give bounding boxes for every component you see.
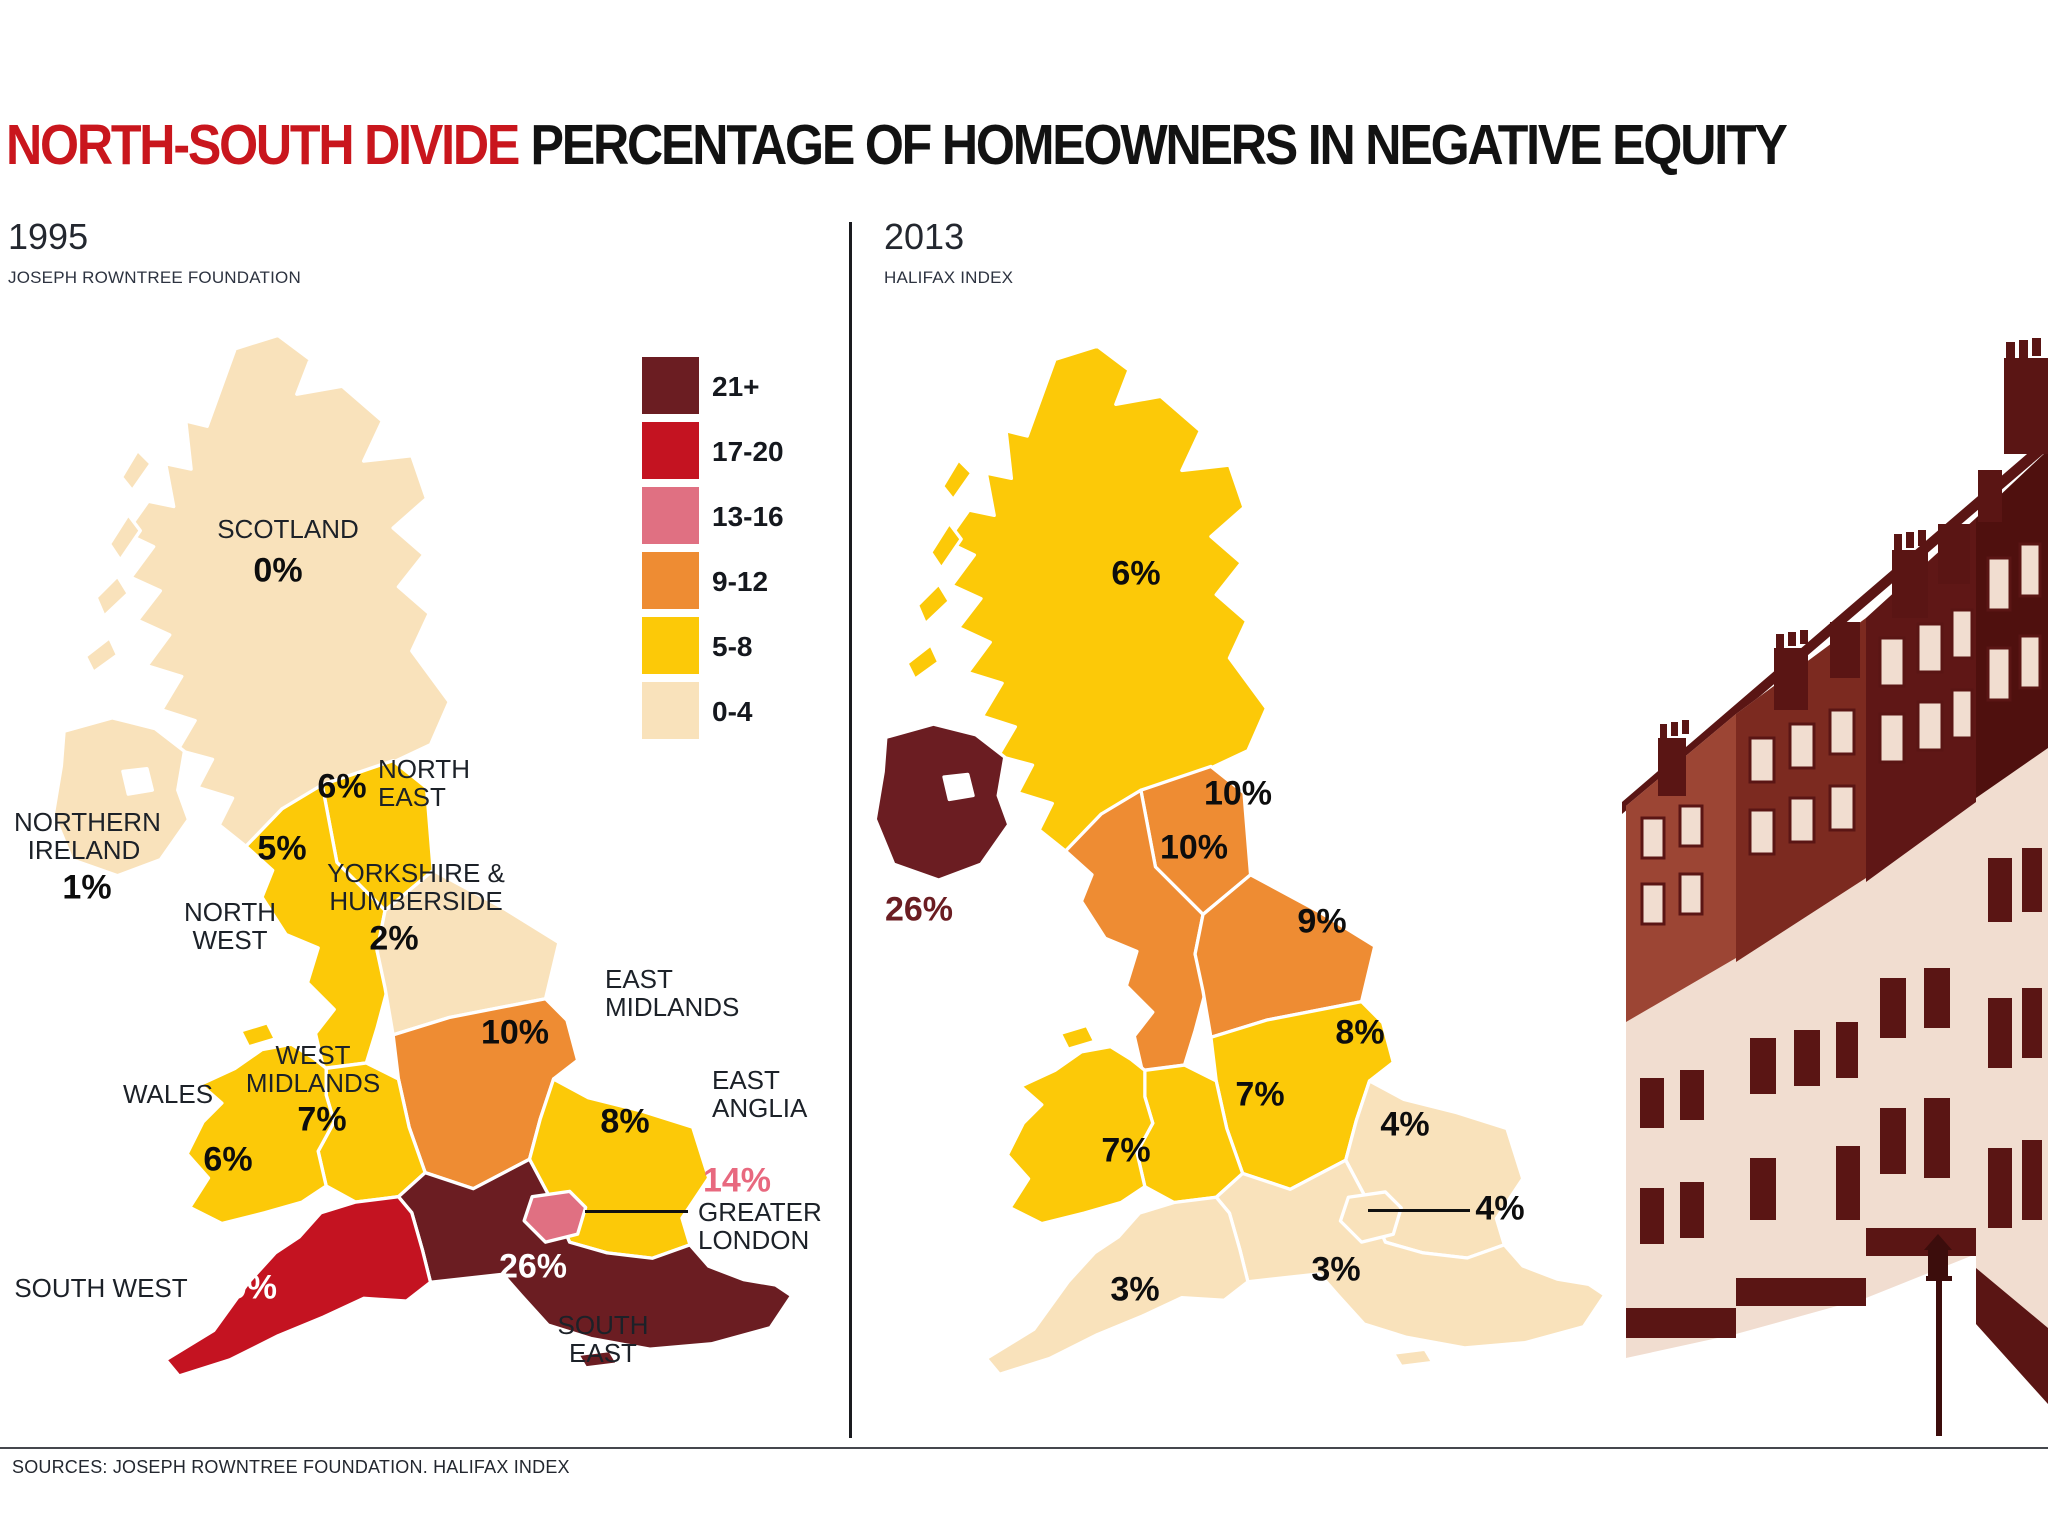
value-2013-south-west: 3% xyxy=(1110,1270,1160,1309)
value-1995-south-east: 26% xyxy=(498,1247,568,1286)
label-1995-south-west: SOUTH WEST xyxy=(14,1272,188,1303)
legend-swatch-9-12 xyxy=(642,552,699,609)
value-2013-south-east: 3% xyxy=(1311,1250,1361,1289)
label-1995-wales: WALES xyxy=(122,1078,214,1109)
legend-label-21plus: 21+ xyxy=(712,371,760,402)
label-1995-east-anglia: EAST ANGLIA xyxy=(712,1064,808,1123)
value-1995-north-east: 6% xyxy=(317,767,367,806)
legend-swatch-13-16 xyxy=(642,487,699,544)
legend-label-5-8: 5-8 xyxy=(712,631,753,662)
value-2013-northern-ireland: 26% xyxy=(884,890,954,929)
label-1995-scotland: SCOTLAND xyxy=(217,513,359,544)
value-1995-wales: 6% xyxy=(203,1140,253,1179)
value-1995-south-west: 19% xyxy=(208,1268,278,1307)
value-2013-north-east: 10% xyxy=(1203,774,1273,813)
value-1995-north-west: 5% xyxy=(257,829,307,868)
label-1995-west-midlands: WEST MIDLANDS xyxy=(245,1039,381,1098)
value-2013-north-west: 10% xyxy=(1159,828,1229,867)
map-1995 xyxy=(51,333,794,1378)
legend-swatch-0-4 xyxy=(642,682,699,739)
map-2013 xyxy=(873,344,1607,1376)
year-2013: 2013 xyxy=(884,216,965,257)
legend-swatch-21plus xyxy=(642,357,699,414)
source-1995: JOSEPH ROWNTREE FOUNDATION xyxy=(8,268,301,287)
title-rest: PERCENTAGE OF HOMEOWNERS IN NEGATIVE EQU… xyxy=(530,113,1787,177)
source-2013: HALIFAX INDEX xyxy=(884,268,1014,287)
column-divider xyxy=(849,222,852,1438)
label-1995-north-east: NORTH EAST xyxy=(378,753,470,812)
title-highlight: NORTH-SOUTH DIVIDE xyxy=(6,113,520,177)
callout-line-2013-london xyxy=(1368,1209,1470,1212)
value-1995-greater-london: 14% xyxy=(702,1161,772,1200)
label-1995-east-midlands: EAST MIDLANDS xyxy=(605,963,740,1022)
value-2013-greater-london: 4% xyxy=(1475,1189,1525,1228)
footer-rule xyxy=(0,1447,2048,1449)
value-1995-northern-ireland: 1% xyxy=(62,868,112,907)
value-2013-yorkshire: 9% xyxy=(1297,902,1347,941)
label-1995-south-east: SOUTH EAST xyxy=(557,1309,649,1368)
page-title: NORTH-SOUTH DIVIDE PERCENTAGE OF HOMEOWNE… xyxy=(6,112,1788,178)
label-1995-north-west: NORTH WEST xyxy=(184,896,276,955)
value-2013-west-midlands: 7% xyxy=(1235,1075,1285,1114)
value-1995-east-midlands: 10% xyxy=(480,1013,550,1052)
label-1995-greater-london: GREATER LONDON xyxy=(698,1196,822,1255)
label-1995-yorkshire: YORKSHIRE & HUMBERSIDE xyxy=(327,857,505,916)
legend-label-9-12: 9-12 xyxy=(712,566,769,597)
value-1995-west-midlands: 7% xyxy=(297,1100,347,1139)
legend-label-17-20: 17-20 xyxy=(712,436,784,467)
legend-label-13-16: 13-16 xyxy=(712,501,784,532)
value-1995-yorkshire: 2% xyxy=(369,919,419,958)
legend-swatch-5-8 xyxy=(642,617,699,674)
sources-text: SOURCES: JOSEPH ROWNTREE FOUNDATION. HAL… xyxy=(12,1457,570,1477)
value-1995-scotland: 0% xyxy=(253,551,303,590)
value-2013-scotland: 6% xyxy=(1111,554,1161,593)
label-1995-northern-ireland: NORTHERN IRELAND xyxy=(14,806,161,865)
street-photo xyxy=(1622,338,2048,1436)
legend-label-0-4: 0-4 xyxy=(712,696,753,727)
value-2013-east-anglia: 4% xyxy=(1380,1105,1430,1144)
callout-line-1995-london xyxy=(585,1210,688,1213)
value-2013-east-midlands: 8% xyxy=(1335,1013,1385,1052)
year-1995: 1995 xyxy=(8,216,89,257)
value-2013-wales: 7% xyxy=(1101,1131,1151,1170)
legend-swatch-17-20 xyxy=(642,422,699,479)
value-1995-east-anglia: 8% xyxy=(600,1102,650,1141)
